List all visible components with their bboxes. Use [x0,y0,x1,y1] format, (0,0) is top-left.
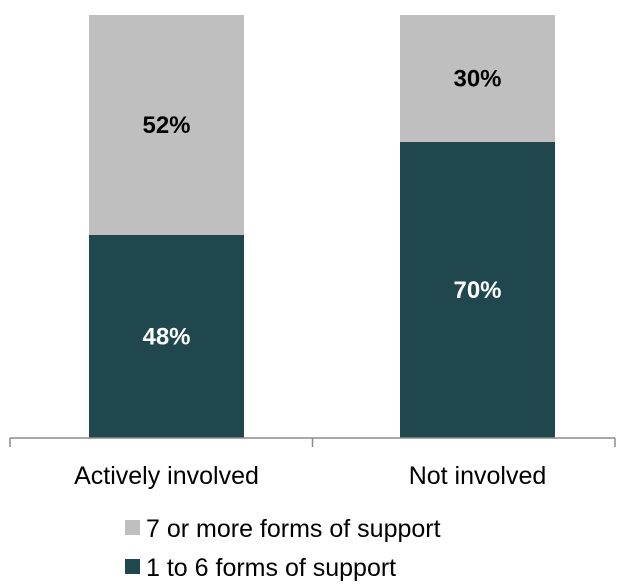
category-label-not-involved: Not involved [409,462,547,490]
legend: 7 or more forms of support 1 to 6 forms o… [125,515,441,582]
data-label-not-involved-1-to-6-forms-of-support: 70% [453,277,501,304]
legend-label-7-or-more-forms-of-support: 7 or more forms of support [146,515,441,543]
bars-group: 48% 52% 70% 30% [89,15,555,438]
x-axis-ticks [9,438,616,447]
data-label-not-involved-7-or-more-forms-of-support: 30% [453,65,501,92]
bar-actively-involved-1-to-6-forms-of-support [89,234,244,438]
category-labels: Actively involved Not involved [74,462,546,490]
legend-swatch-1-to-6-forms-of-support [125,559,140,574]
bar-not-involved-1-to-6-forms-of-support [400,141,555,438]
bar-actively-involved-7-or-more-forms-of-support [89,15,244,235]
category-label-actively-involved: Actively involved [74,462,259,490]
data-label-actively-involved-7-or-more-forms-of-support: 52% [142,112,190,139]
bar-not-involved-7-or-more-forms-of-support [400,15,555,142]
legend-swatch-7-or-more-forms-of-support [125,520,140,535]
data-label-actively-involved-1-to-6-forms-of-support: 48% [142,323,190,350]
legend-label-1-to-6-forms-of-support: 1 to 6 forms of support [146,554,396,582]
